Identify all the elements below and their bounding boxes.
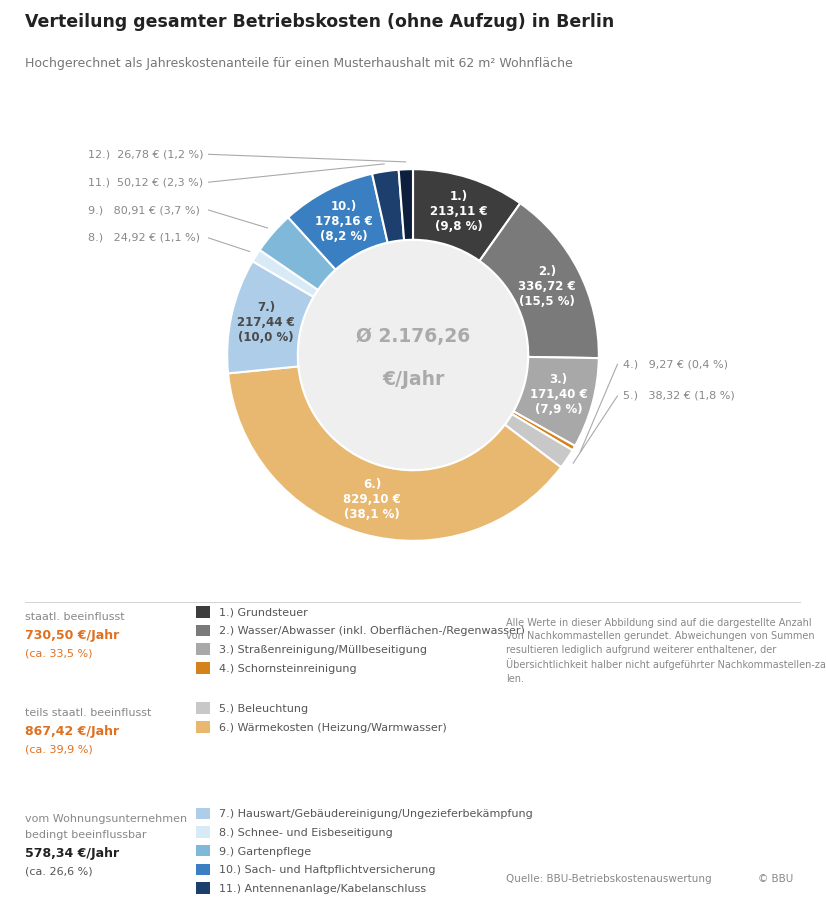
Text: 1.)
213,11 €
(9,8 %): 1.) 213,11 € (9,8 %): [430, 190, 487, 233]
Text: 7.)
217,44 €
(10,0 %): 7.) 217,44 € (10,0 %): [237, 302, 295, 345]
Text: 867,42 €/Jahr: 867,42 €/Jahr: [25, 725, 119, 738]
Text: 7.) Hauswart/Gebäudereinigung/Ungezieferbekämpfung: 7.) Hauswart/Gebäudereinigung/Ungeziefer…: [219, 809, 533, 819]
Wedge shape: [253, 250, 318, 297]
FancyBboxPatch shape: [196, 845, 210, 857]
Text: 4.)   9,27 € (0,4 %): 4.) 9,27 € (0,4 %): [623, 359, 728, 369]
Text: 5.) Beleuchtung: 5.) Beleuchtung: [219, 704, 308, 714]
Text: 10.) Sach- und Haftpflichtversicherung: 10.) Sach- und Haftpflichtversicherung: [219, 866, 435, 876]
Text: 578,34 €/Jahr: 578,34 €/Jahr: [25, 847, 119, 860]
Text: 11.) Antennenanlage/Kabelanschluss: 11.) Antennenanlage/Kabelanschluss: [219, 884, 426, 894]
FancyBboxPatch shape: [196, 883, 210, 894]
Text: 2.) Wasser/Abwasser (inkl. Oberflächen-/Regenwasser): 2.) Wasser/Abwasser (inkl. Oberflächen-/…: [219, 627, 525, 637]
Wedge shape: [372, 170, 404, 242]
Text: 10.)
178,16 €
(8,2 %): 10.) 178,16 € (8,2 %): [315, 200, 373, 243]
FancyBboxPatch shape: [196, 625, 210, 637]
FancyBboxPatch shape: [196, 808, 210, 819]
Wedge shape: [514, 357, 599, 446]
Text: (ca. 26,6 %): (ca. 26,6 %): [25, 867, 93, 876]
Text: 5.)   38,32 € (1,8 %): 5.) 38,32 € (1,8 %): [623, 391, 735, 401]
Text: (ca. 39,9 %): (ca. 39,9 %): [25, 744, 93, 754]
Text: Verteilung gesamter Betriebskosten (ohne Aufzug) in Berlin: Verteilung gesamter Betriebskosten (ohne…: [25, 13, 614, 31]
Text: 4.) Schornsteinreinigung: 4.) Schornsteinreinigung: [219, 664, 357, 674]
Text: © BBU: © BBU: [758, 874, 794, 884]
Wedge shape: [505, 414, 572, 467]
FancyBboxPatch shape: [196, 864, 210, 876]
Text: 9.)   80,91 € (3,7 %): 9.) 80,91 € (3,7 %): [88, 205, 200, 215]
Text: 11.)  50,12 € (2,3 %): 11.) 50,12 € (2,3 %): [88, 177, 203, 187]
Text: 12.)  26,78 € (1,2 %): 12.) 26,78 € (1,2 %): [88, 149, 203, 159]
Wedge shape: [512, 411, 575, 450]
Circle shape: [300, 242, 526, 469]
Text: 1.) Grundsteuer: 1.) Grundsteuer: [219, 608, 307, 618]
Wedge shape: [259, 217, 335, 290]
FancyBboxPatch shape: [196, 644, 210, 655]
Wedge shape: [480, 203, 599, 358]
Wedge shape: [399, 169, 413, 240]
Text: 3.) Straßenreinigung/Müllbeseitigung: 3.) Straßenreinigung/Müllbeseitigung: [219, 645, 427, 656]
Text: teils staatl. beeinflusst: teils staatl. beeinflusst: [25, 709, 151, 718]
FancyBboxPatch shape: [196, 721, 210, 733]
Text: Quelle: BBU-Betriebskostenauswertung: Quelle: BBU-Betriebskostenauswertung: [506, 874, 712, 884]
Text: staatl. beeinflusst: staatl. beeinflusst: [25, 612, 125, 622]
FancyBboxPatch shape: [196, 662, 210, 674]
Wedge shape: [413, 169, 520, 261]
Text: (ca. 33,5 %): (ca. 33,5 %): [25, 648, 93, 658]
FancyBboxPatch shape: [196, 702, 210, 714]
Wedge shape: [227, 261, 314, 374]
Text: 730,50 €/Jahr: 730,50 €/Jahr: [25, 629, 119, 642]
Text: 2.)
336,72 €
(15,5 %): 2.) 336,72 € (15,5 %): [519, 266, 576, 308]
FancyBboxPatch shape: [196, 826, 210, 838]
Text: vom Wohnungsunternehmen: vom Wohnungsunternehmen: [25, 814, 187, 823]
Text: €/Jahr: €/Jahr: [382, 370, 444, 389]
Text: Hochgerechnet als Jahreskostenanteile für einen Musterhaushalt mit 62 m² Wohnflä: Hochgerechnet als Jahreskostenanteile fü…: [25, 57, 572, 69]
Text: 6.)
829,10 €
(38,1 %): 6.) 829,10 € (38,1 %): [344, 479, 401, 522]
Text: 6.) Wärmekosten (Heizung/Warmwasser): 6.) Wärmekosten (Heizung/Warmwasser): [219, 723, 447, 733]
Text: 9.) Gartenpflege: 9.) Gartenpflege: [219, 847, 311, 857]
Text: bedingt beeinflussbar: bedingt beeinflussbar: [25, 831, 146, 841]
Wedge shape: [228, 366, 561, 541]
Text: Ø 2.176,26: Ø 2.176,26: [356, 327, 470, 346]
Text: 8.)   24,92 € (1,1 %): 8.) 24,92 € (1,1 %): [88, 233, 200, 243]
Text: Alle Werte in dieser Abbildung sind auf die dargestellte Anzahl
von Nachkommaste: Alle Werte in dieser Abbildung sind auf …: [506, 618, 826, 683]
Wedge shape: [288, 173, 387, 269]
FancyBboxPatch shape: [196, 606, 210, 618]
Text: 3.)
171,40 €
(7,9 %): 3.) 171,40 € (7,9 %): [529, 373, 587, 416]
Text: 8.) Schnee- und Eisbeseitigung: 8.) Schnee- und Eisbeseitigung: [219, 828, 392, 838]
